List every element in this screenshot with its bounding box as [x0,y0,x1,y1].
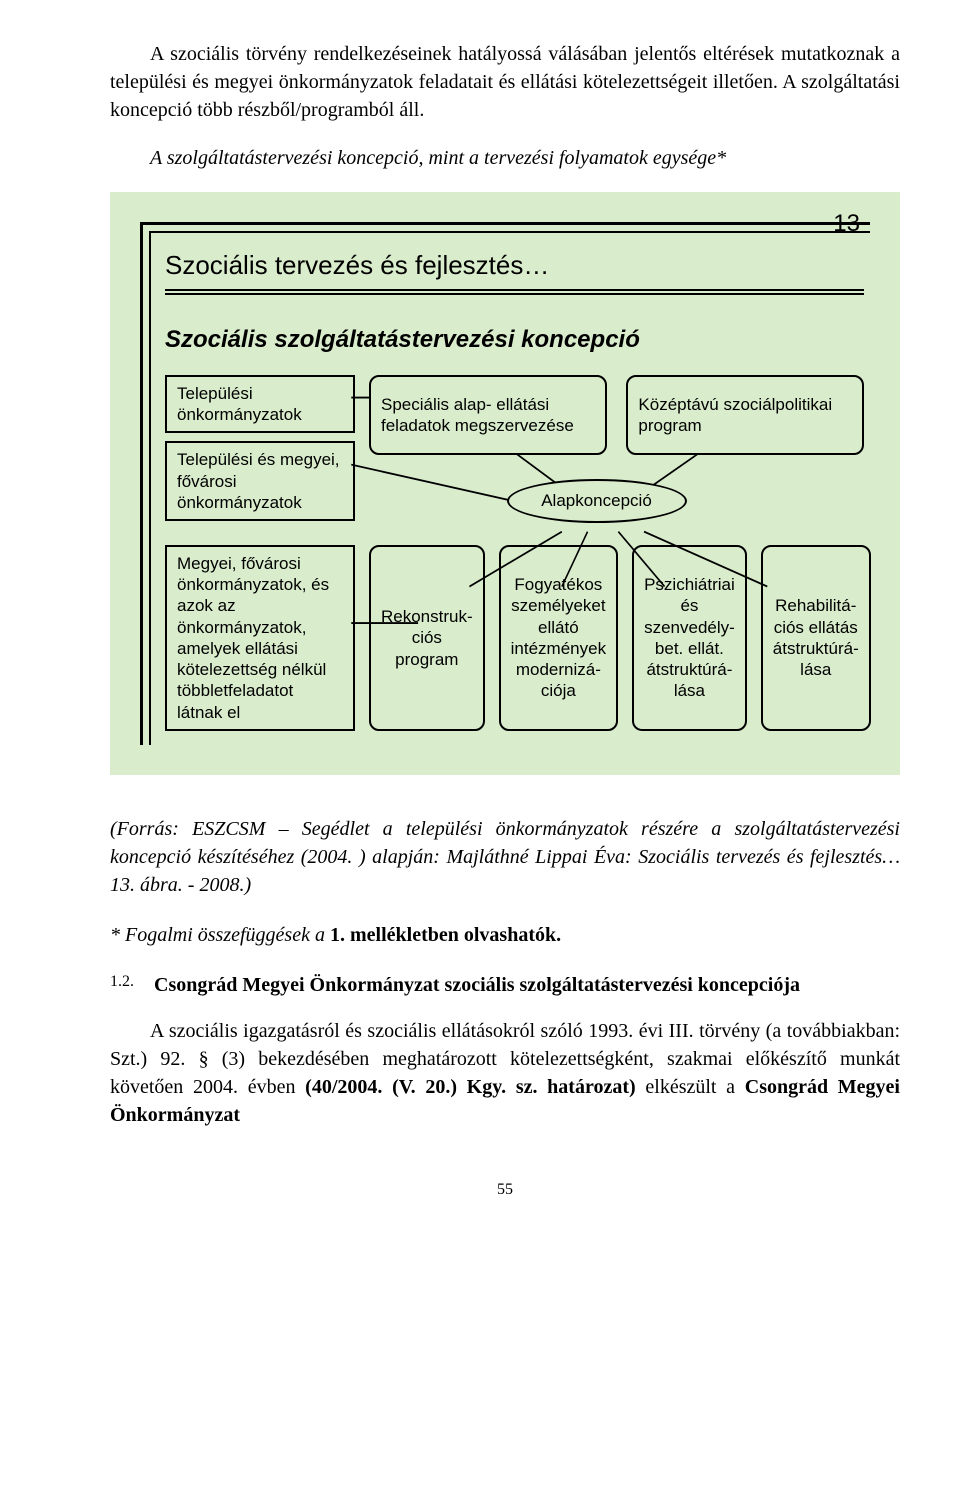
diagram-title: Szociális tervezés és fejlesztés… [165,247,864,283]
box-rehabilitacios: Rehabilitá- ciós ellátás átstruktúrá- lá… [761,545,871,731]
box-telepulesi: Települési önkormányzatok [165,375,355,434]
box-telepulesi-megyei: Települési és megyei, fővárosi önkormány… [165,441,355,521]
box-specialis: Speciális alap- ellátási feladatok megsz… [369,375,607,455]
body-paragraph: A szociális igazgatásról és szociális el… [110,1017,900,1129]
diagram-caption: A szolgáltatástervezési koncepció, mint … [110,144,900,172]
slide-number: 13 [833,207,860,241]
box-megyei-fovarosi: Megyei, fővárosi önkormányzatok, és azok… [165,545,355,731]
section-number: 1.2. [110,971,154,999]
diagram-subtitle: Szociális szolgáltatástervezési koncepci… [165,323,864,357]
box-pszichiatriai: Pszichiátriai és szenvedély- bet. ellát.… [632,545,747,731]
source-citation: (Forrás: ESZCSM – Segédlet a települési … [110,815,900,899]
footnote: * Fogalmi összefüggések a 1. mellékletbe… [110,921,900,949]
box-fogyatekos: Fogyatékos személyeket ellátó intézménye… [499,545,618,731]
section-heading: 1.2. Csongrád Megyei Önkormányzat szociá… [110,971,900,999]
page-number: 55 [110,1179,900,1201]
section-title: Csongrád Megyei Önkormányzat szociális s… [154,971,900,999]
ellipse-alapkoncepcio: Alapkoncepció [507,479,687,523]
box-rekonstrukcios: Rekonstruk- ciós program [369,545,485,731]
intro-paragraph: A szociális törvény rendelkezéseinek hat… [110,40,900,124]
title-divider [165,289,864,295]
concept-diagram: 13 Szociális tervezés és fejlesztés… Szo… [110,192,900,775]
box-kozeptavu: Középtávú szociálpolitikai program [626,375,864,455]
